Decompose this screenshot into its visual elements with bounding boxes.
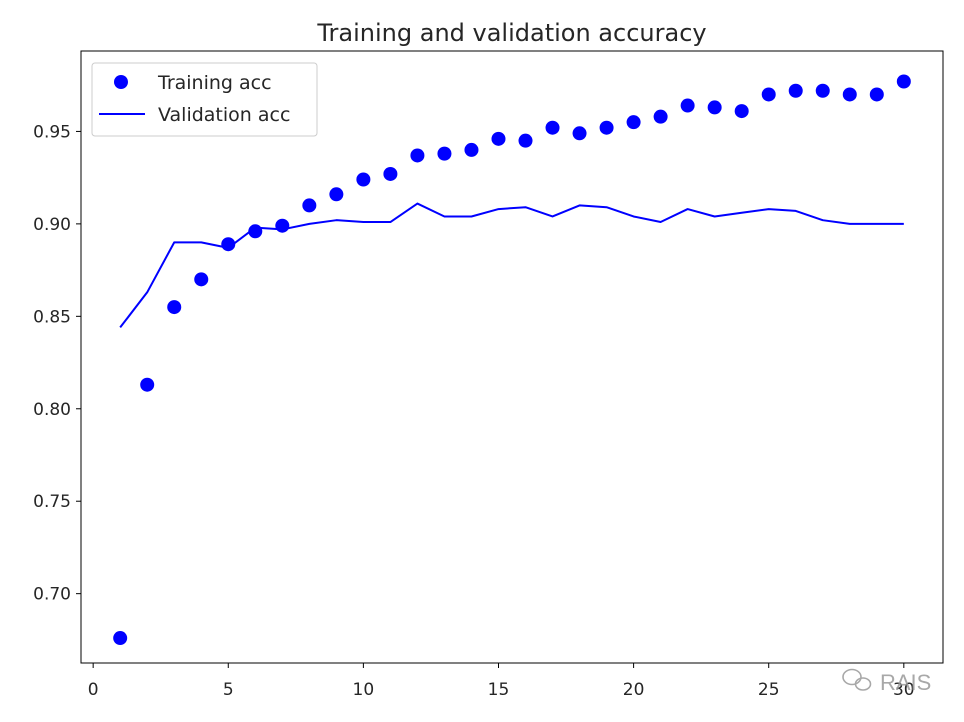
legend-box <box>91 62 318 137</box>
training-acc-point <box>869 87 884 102</box>
training-acc-point <box>761 87 776 102</box>
training-acc-point <box>518 133 533 148</box>
training-acc-point <box>275 218 290 233</box>
x-tick-label: 25 <box>758 680 780 700</box>
training-acc-point <box>572 126 587 141</box>
training-series <box>113 74 911 646</box>
y-tick-label: 0.90 <box>33 215 71 235</box>
legend-marker-training <box>114 75 128 89</box>
x-tick-label: 20 <box>623 680 645 700</box>
training-acc-point <box>248 224 263 239</box>
training-acc-point <box>734 104 749 119</box>
training-acc-point <box>491 131 506 146</box>
training-acc-point <box>788 83 803 98</box>
training-acc-point <box>896 74 911 89</box>
training-acc-point <box>356 172 371 187</box>
training-acc-point <box>464 142 479 157</box>
training-acc-point <box>221 237 236 252</box>
training-acc-point <box>167 300 182 315</box>
training-acc-point <box>437 146 452 161</box>
training-acc-point <box>815 83 830 98</box>
plot-frame <box>80 50 944 664</box>
chart-title: Training and validation accuracy <box>316 19 706 47</box>
training-acc-point <box>113 631 128 646</box>
training-acc-point <box>545 120 560 135</box>
y-tick-label: 0.75 <box>33 492 71 512</box>
legend-label-training: Training acc <box>157 72 272 94</box>
watermark: RAIS <box>842 668 931 695</box>
legend: Training acc Validation acc <box>91 62 318 137</box>
training-acc-point <box>194 272 209 287</box>
training-acc-point <box>680 98 695 113</box>
training-acc-point <box>140 377 155 392</box>
training-acc-point <box>329 187 344 202</box>
x-tick-label: 30 <box>893 680 915 700</box>
legend-label-validation: Validation acc <box>158 104 290 126</box>
y-tick-label: 0.80 <box>33 400 71 420</box>
training-acc-point <box>302 198 317 213</box>
wechat-icon <box>842 668 872 691</box>
training-acc-point <box>410 148 425 163</box>
training-acc-point <box>653 109 668 124</box>
training-acc-point <box>599 120 614 135</box>
y-tick-label: 0.95 <box>33 122 71 142</box>
y-tick-label: 0.70 <box>33 585 71 605</box>
training-acc-point <box>626 115 641 130</box>
training-acc-point <box>383 166 398 181</box>
x-tick-label: 5 <box>223 680 234 700</box>
y-tick-label: 0.85 <box>33 307 71 327</box>
x-tick-label: 0 <box>88 680 99 700</box>
training-acc-point <box>842 87 857 102</box>
training-acc-point <box>707 100 722 115</box>
watermark-text: RAIS <box>880 670 931 695</box>
x-tick-label: 10 <box>353 680 375 700</box>
axis-ticks: 0 5 10 15 20 25 30 0.70 0.75 0.80 0.85 0.90 0.95 <box>33 122 914 700</box>
x-tick-label: 15 <box>488 680 510 700</box>
